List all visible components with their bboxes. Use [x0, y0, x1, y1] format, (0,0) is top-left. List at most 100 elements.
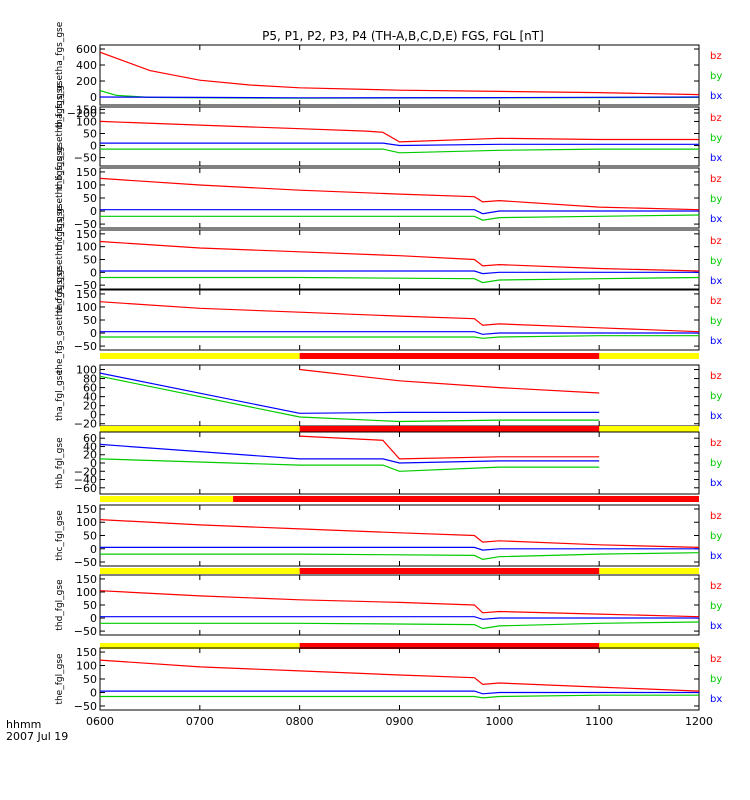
panel-frame	[99, 44, 700, 106]
legend-bx: bx	[710, 214, 722, 225]
y-tick-label: 50	[83, 599, 97, 612]
series-group	[100, 659, 699, 699]
y-axis-label: the_fgs_gsethe_fgs_gse	[55, 266, 65, 373]
x-tick-label: 0600	[86, 715, 114, 728]
series-bz	[100, 659, 699, 692]
legend-bx: bx	[710, 621, 722, 632]
y-tick-label: 100	[76, 301, 97, 314]
y-axis-label: tha_fgs_gsetha_fgs_gse	[55, 21, 65, 128]
y-tick-label: 0	[90, 409, 97, 422]
series-group	[100, 519, 699, 561]
y-tick-label: 0	[90, 266, 97, 279]
mode-bar-red	[299, 568, 600, 574]
y-axis-label: thd_fgs_gsethd_fgs_gse	[55, 206, 65, 313]
panel-frame	[99, 647, 700, 711]
y-tick-label: −20	[74, 465, 97, 478]
x-tick-label: 0800	[286, 715, 314, 728]
panel-frame	[99, 364, 700, 427]
y-tick-label: 0	[90, 457, 97, 470]
series-bz	[100, 301, 699, 333]
chart-title: P5, P1, P2, P3, P4 (TH-A,B,C,D,E) FGS, F…	[262, 29, 544, 43]
legend-by: by	[710, 674, 722, 685]
series-bx	[100, 616, 699, 620]
y-tick-label: 150	[76, 288, 97, 301]
legend-by: by	[710, 391, 722, 402]
y-tick-label: 40	[83, 391, 97, 404]
y-tick-label: 0	[90, 140, 97, 153]
series-by	[100, 375, 600, 423]
y-tick-label: 400	[76, 59, 97, 72]
legend-bz: bz	[710, 511, 722, 522]
series-bx	[100, 270, 699, 275]
mode-bar-red	[299, 426, 600, 432]
y-tick-label: 150	[76, 103, 97, 116]
legend-bx: bx	[710, 694, 722, 705]
x-tick-label: 1000	[485, 715, 513, 728]
series-group	[100, 590, 699, 630]
legend-by: by	[710, 316, 722, 327]
y-tick-label: 0	[90, 686, 97, 699]
y-tick-label: 50	[83, 314, 97, 327]
y-tick-label: 200	[76, 75, 97, 88]
y-tick-label: 50	[83, 254, 97, 267]
legend-bz: bz	[710, 51, 722, 62]
series-bx	[100, 209, 699, 215]
legend-by: by	[710, 601, 722, 612]
mode-bar-yellow	[599, 353, 699, 359]
legend-bz: bz	[710, 654, 722, 665]
series-bz	[299, 368, 600, 394]
series-group	[100, 301, 699, 339]
series-by	[100, 458, 600, 472]
mode-bar-yellow	[100, 353, 300, 359]
legend-bx: bx	[710, 91, 722, 102]
series-bz	[100, 120, 699, 143]
y-tick-label: 100	[76, 586, 97, 599]
y-tick-label: 150	[76, 573, 97, 586]
mode-bar-yellow	[100, 496, 234, 502]
panel-frame	[99, 574, 700, 636]
panel-frame	[99, 229, 700, 290]
y-tick-label: 0	[90, 91, 97, 104]
mode-bar-yellow	[599, 568, 699, 574]
series-group	[100, 368, 600, 423]
series-by	[100, 276, 699, 284]
y-axis-label: thc_fgl_gse	[55, 510, 65, 561]
y-tick-label: 100	[76, 660, 97, 673]
y-tick-label: 0	[90, 543, 97, 556]
y-tick-label: 600	[76, 43, 97, 56]
y-tick-label: 80	[83, 373, 97, 386]
mode-bar	[100, 426, 699, 432]
legend-by: by	[710, 458, 722, 469]
legend-bz: bz	[710, 438, 722, 449]
y-axis-label: the_fgl_gse	[55, 653, 65, 705]
y-tick-label: 150	[76, 646, 97, 659]
series-group	[100, 435, 600, 472]
legend-by: by	[710, 194, 722, 205]
series-bx	[100, 331, 699, 335]
y-tick-label: −50	[74, 625, 97, 638]
mode-bar	[100, 353, 699, 359]
series-bx	[100, 142, 699, 147]
y-tick-label: 60	[83, 432, 97, 445]
y-tick-label: −60	[74, 482, 97, 495]
series-group	[100, 177, 699, 221]
legend-bx: bx	[710, 551, 722, 562]
y-tick-label: 50	[83, 530, 97, 543]
legend-bz: bz	[710, 581, 722, 592]
y-tick-label: 50	[83, 192, 97, 205]
series-by	[100, 552, 699, 561]
x-tick-label: 1200	[685, 715, 713, 728]
series-bz	[100, 519, 699, 548]
y-tick-label: 100	[76, 241, 97, 254]
series-bx	[100, 96, 699, 99]
y-tick-label: −50	[74, 152, 97, 165]
y-axis-label: thb_fgl_gse	[55, 437, 65, 489]
panel-frame	[99, 167, 700, 229]
legend-bx: bx	[710, 336, 722, 347]
legend-by: by	[710, 531, 722, 542]
